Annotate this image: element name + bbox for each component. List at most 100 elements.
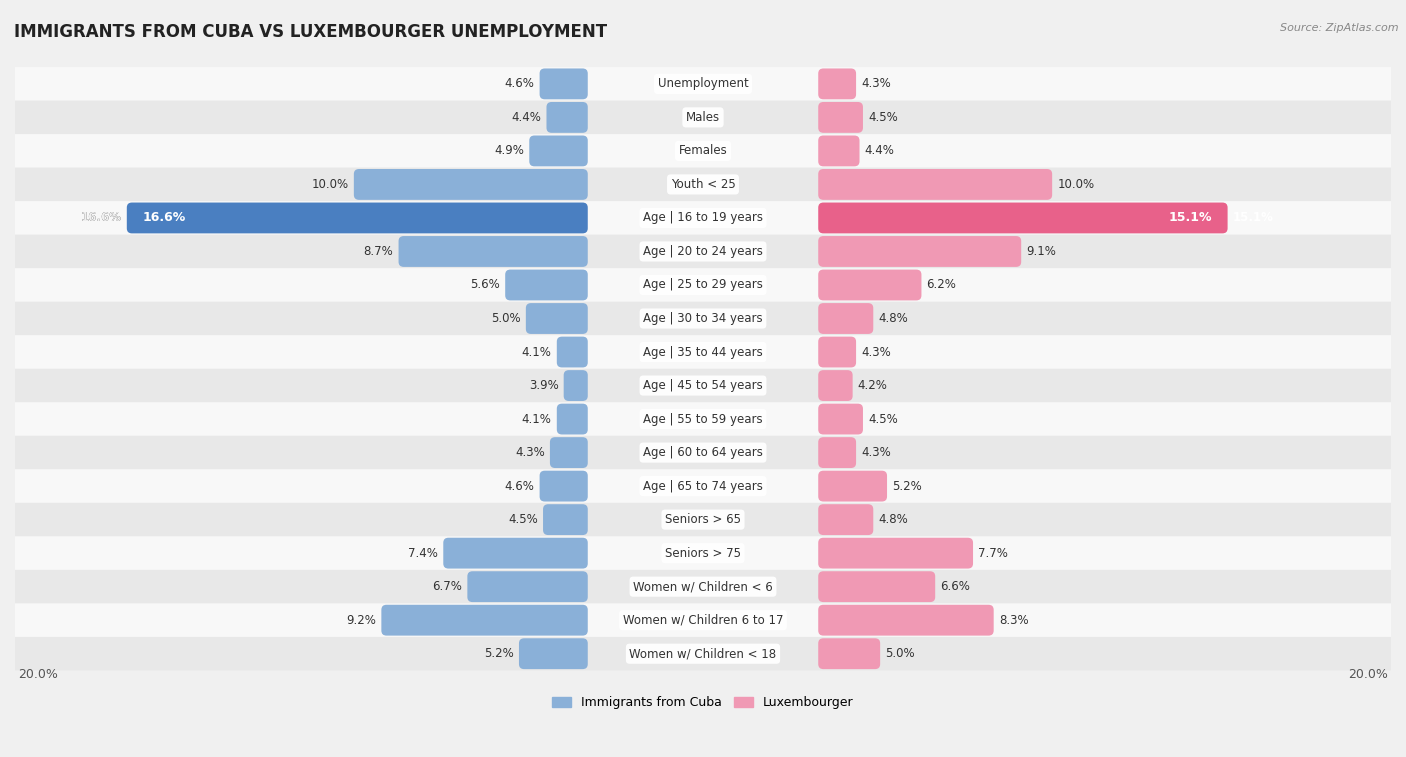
FancyBboxPatch shape (818, 370, 852, 401)
FancyBboxPatch shape (547, 102, 588, 132)
Text: Age | 25 to 29 years: Age | 25 to 29 years (643, 279, 763, 291)
FancyBboxPatch shape (15, 67, 1391, 101)
Text: 5.2%: 5.2% (484, 647, 513, 660)
FancyBboxPatch shape (15, 268, 1391, 302)
Text: 4.3%: 4.3% (862, 77, 891, 90)
FancyBboxPatch shape (818, 572, 935, 602)
Text: 15.1%: 15.1% (1233, 211, 1274, 225)
FancyBboxPatch shape (398, 236, 588, 267)
FancyBboxPatch shape (127, 203, 588, 233)
FancyBboxPatch shape (15, 134, 1391, 168)
Text: 4.5%: 4.5% (868, 413, 898, 425)
FancyBboxPatch shape (540, 471, 588, 502)
Text: 6.7%: 6.7% (432, 580, 463, 593)
Text: 4.2%: 4.2% (858, 379, 887, 392)
Text: 6.6%: 6.6% (941, 580, 970, 593)
FancyBboxPatch shape (15, 302, 1391, 335)
Text: Women w/ Children 6 to 17: Women w/ Children 6 to 17 (623, 614, 783, 627)
FancyBboxPatch shape (519, 638, 588, 669)
Text: 15.1%: 15.1% (1168, 211, 1212, 225)
Text: 20.0%: 20.0% (1348, 668, 1388, 681)
Text: Age | 55 to 59 years: Age | 55 to 59 years (643, 413, 763, 425)
Text: 6.2%: 6.2% (927, 279, 956, 291)
Text: Youth < 25: Youth < 25 (671, 178, 735, 191)
FancyBboxPatch shape (381, 605, 588, 636)
FancyBboxPatch shape (818, 169, 1052, 200)
Text: 16.6%: 16.6% (80, 211, 122, 225)
FancyBboxPatch shape (818, 136, 859, 167)
Text: 5.6%: 5.6% (470, 279, 501, 291)
Legend: Immigrants from Cuba, Luxembourger: Immigrants from Cuba, Luxembourger (547, 691, 859, 714)
Text: 4.5%: 4.5% (868, 111, 898, 124)
FancyBboxPatch shape (15, 402, 1391, 436)
FancyBboxPatch shape (818, 236, 1021, 267)
Text: 5.0%: 5.0% (886, 647, 915, 660)
FancyBboxPatch shape (15, 201, 1391, 235)
Text: Age | 45 to 54 years: Age | 45 to 54 years (643, 379, 763, 392)
Text: 9.2%: 9.2% (346, 614, 377, 627)
FancyBboxPatch shape (818, 269, 921, 301)
Text: 8.7%: 8.7% (364, 245, 394, 258)
FancyBboxPatch shape (15, 235, 1391, 268)
Text: Females: Females (679, 145, 727, 157)
FancyBboxPatch shape (443, 537, 588, 569)
Text: Age | 30 to 34 years: Age | 30 to 34 years (643, 312, 763, 325)
Text: 4.3%: 4.3% (862, 446, 891, 459)
FancyBboxPatch shape (15, 537, 1391, 570)
FancyBboxPatch shape (557, 403, 588, 435)
FancyBboxPatch shape (15, 603, 1391, 637)
FancyBboxPatch shape (818, 638, 880, 669)
FancyBboxPatch shape (15, 637, 1391, 671)
FancyBboxPatch shape (529, 136, 588, 167)
Text: 7.4%: 7.4% (408, 547, 439, 559)
Text: 4.4%: 4.4% (512, 111, 541, 124)
Text: 5.0%: 5.0% (491, 312, 520, 325)
Text: 20.0%: 20.0% (18, 668, 58, 681)
FancyBboxPatch shape (15, 570, 1391, 603)
FancyBboxPatch shape (540, 68, 588, 99)
FancyBboxPatch shape (818, 438, 856, 468)
FancyBboxPatch shape (15, 469, 1391, 503)
Text: 4.1%: 4.1% (522, 345, 551, 359)
FancyBboxPatch shape (15, 436, 1391, 469)
Text: Unemployment: Unemployment (658, 77, 748, 90)
Text: IMMIGRANTS FROM CUBA VS LUXEMBOURGER UNEMPLOYMENT: IMMIGRANTS FROM CUBA VS LUXEMBOURGER UNE… (14, 23, 607, 41)
Text: 10.0%: 10.0% (1057, 178, 1094, 191)
Text: 16.6%: 16.6% (142, 211, 186, 225)
FancyBboxPatch shape (564, 370, 588, 401)
Text: 4.3%: 4.3% (515, 446, 544, 459)
Text: 4.8%: 4.8% (879, 312, 908, 325)
FancyBboxPatch shape (818, 471, 887, 502)
FancyBboxPatch shape (818, 504, 873, 535)
FancyBboxPatch shape (557, 337, 588, 367)
FancyBboxPatch shape (818, 68, 856, 99)
FancyBboxPatch shape (550, 438, 588, 468)
Text: 4.8%: 4.8% (879, 513, 908, 526)
Text: 8.3%: 8.3% (998, 614, 1028, 627)
FancyBboxPatch shape (818, 102, 863, 132)
FancyBboxPatch shape (354, 169, 588, 200)
Text: 3.9%: 3.9% (529, 379, 558, 392)
Text: Age | 60 to 64 years: Age | 60 to 64 years (643, 446, 763, 459)
Text: Women w/ Children < 18: Women w/ Children < 18 (630, 647, 776, 660)
FancyBboxPatch shape (15, 503, 1391, 537)
FancyBboxPatch shape (505, 269, 588, 301)
Text: 10.0%: 10.0% (312, 178, 349, 191)
FancyBboxPatch shape (15, 168, 1391, 201)
Text: 9.1%: 9.1% (1026, 245, 1056, 258)
FancyBboxPatch shape (526, 303, 588, 334)
Text: Males: Males (686, 111, 720, 124)
Text: Source: ZipAtlas.com: Source: ZipAtlas.com (1281, 23, 1399, 33)
Text: Age | 35 to 44 years: Age | 35 to 44 years (643, 345, 763, 359)
FancyBboxPatch shape (15, 101, 1391, 134)
FancyBboxPatch shape (467, 572, 588, 602)
Text: Age | 65 to 74 years: Age | 65 to 74 years (643, 480, 763, 493)
Text: 16.6%: 16.6% (80, 211, 122, 225)
Text: 4.5%: 4.5% (508, 513, 538, 526)
FancyBboxPatch shape (543, 504, 588, 535)
FancyBboxPatch shape (15, 369, 1391, 402)
FancyBboxPatch shape (818, 337, 856, 367)
Text: 4.9%: 4.9% (495, 145, 524, 157)
Text: 4.6%: 4.6% (505, 77, 534, 90)
FancyBboxPatch shape (818, 303, 873, 334)
